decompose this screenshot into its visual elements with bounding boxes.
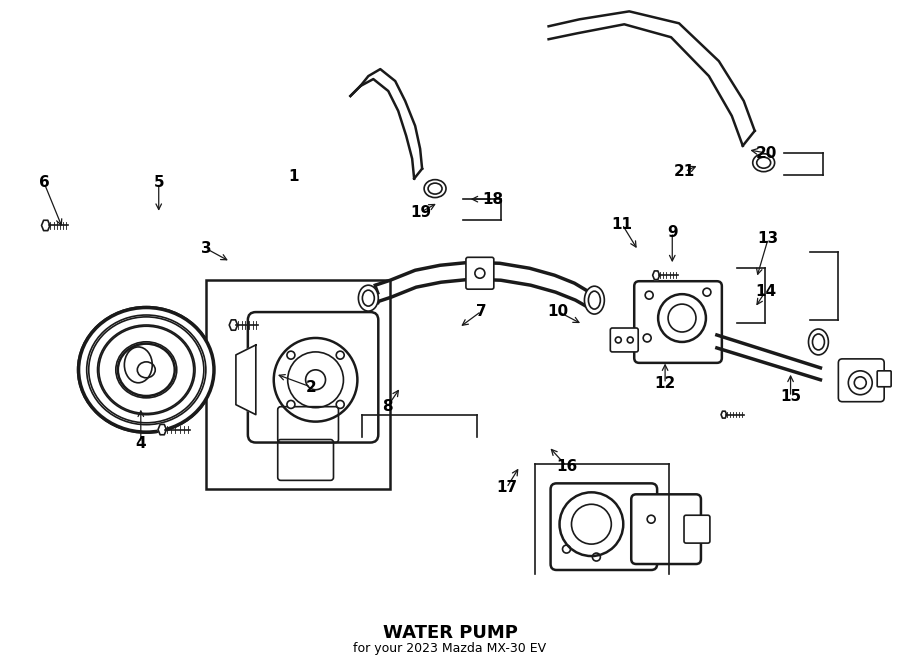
Text: 16: 16	[556, 459, 577, 473]
Polygon shape	[41, 220, 50, 230]
FancyBboxPatch shape	[878, 371, 891, 387]
Ellipse shape	[424, 179, 446, 197]
FancyBboxPatch shape	[551, 483, 657, 570]
Text: 10: 10	[547, 304, 568, 318]
Ellipse shape	[808, 329, 828, 355]
Circle shape	[337, 351, 344, 359]
Circle shape	[337, 401, 344, 408]
Ellipse shape	[752, 154, 775, 171]
Text: 19: 19	[410, 205, 431, 220]
Circle shape	[287, 351, 295, 359]
FancyBboxPatch shape	[684, 515, 710, 543]
Text: 18: 18	[482, 192, 504, 207]
Text: 12: 12	[654, 376, 676, 391]
Bar	[206, 280, 391, 489]
Text: 11: 11	[612, 216, 633, 232]
Text: 17: 17	[496, 481, 517, 495]
Text: 20: 20	[756, 146, 777, 160]
FancyBboxPatch shape	[610, 328, 638, 352]
Text: 4: 4	[136, 436, 146, 451]
Text: for your 2023 Mazda MX-30 EV: for your 2023 Mazda MX-30 EV	[354, 642, 546, 655]
Polygon shape	[721, 411, 726, 418]
Text: 13: 13	[758, 231, 778, 246]
Text: 21: 21	[674, 164, 696, 179]
FancyBboxPatch shape	[631, 495, 701, 564]
FancyBboxPatch shape	[839, 359, 884, 402]
Text: 15: 15	[780, 389, 801, 404]
Ellipse shape	[358, 285, 378, 311]
FancyBboxPatch shape	[248, 312, 378, 442]
FancyBboxPatch shape	[634, 281, 722, 363]
Text: 5: 5	[153, 175, 164, 190]
Text: 8: 8	[382, 399, 392, 414]
Text: 7: 7	[476, 304, 487, 318]
Text: 14: 14	[755, 284, 776, 299]
Text: WATER PUMP: WATER PUMP	[382, 624, 518, 641]
Text: 9: 9	[667, 224, 678, 240]
Circle shape	[287, 401, 295, 408]
Polygon shape	[158, 424, 166, 435]
Text: 1: 1	[288, 169, 299, 183]
Polygon shape	[236, 345, 256, 414]
Ellipse shape	[584, 286, 604, 314]
Text: 2: 2	[306, 379, 317, 395]
FancyBboxPatch shape	[466, 258, 494, 289]
Text: 3: 3	[201, 241, 212, 256]
Text: 6: 6	[39, 175, 50, 190]
Polygon shape	[230, 320, 238, 330]
Polygon shape	[652, 271, 660, 279]
Ellipse shape	[78, 308, 214, 432]
Ellipse shape	[78, 308, 214, 432]
